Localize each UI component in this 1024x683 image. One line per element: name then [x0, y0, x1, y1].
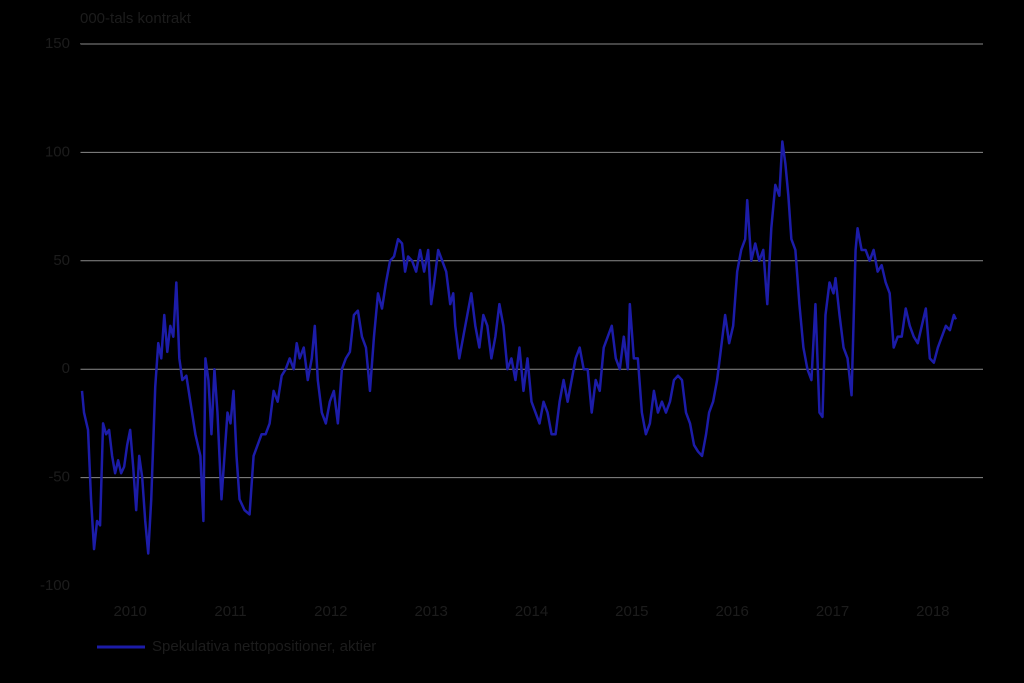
y-unit-label: 000-tals kontrakt	[80, 10, 192, 27]
data-line	[80, 140, 958, 555]
x-tick-label: 2014	[515, 603, 548, 620]
legend: Spekulativa nettopositioner, aktier	[97, 638, 376, 655]
x-tick-label: 2016	[715, 603, 748, 620]
x-tick-label: 2012	[314, 603, 347, 620]
y-tick-label: 150	[45, 35, 70, 52]
x-tick-label: 2011	[214, 603, 246, 620]
x-tick-label: 2017	[816, 603, 849, 620]
x-tick-label: 2018	[916, 603, 949, 620]
x-tick-label: 2015	[615, 603, 648, 620]
y-tick-label: -50	[48, 469, 70, 486]
x-tick-label: 2013	[414, 603, 447, 620]
plot-area	[80, 140, 958, 555]
y-tick-label: 100	[45, 143, 70, 160]
y-tick-label: -100	[40, 577, 70, 594]
legend-label: Spekulativa nettopositioner, aktier	[152, 638, 376, 655]
y-tick-label: 50	[53, 252, 70, 269]
axes: -100 -50 0 50 100 150 2010 2011 2012 2013 2014 2015…	[40, 35, 983, 620]
x-tick-label: 2010	[113, 603, 146, 620]
grid	[80, 43, 983, 587]
y-tick-label: 0	[62, 360, 70, 377]
